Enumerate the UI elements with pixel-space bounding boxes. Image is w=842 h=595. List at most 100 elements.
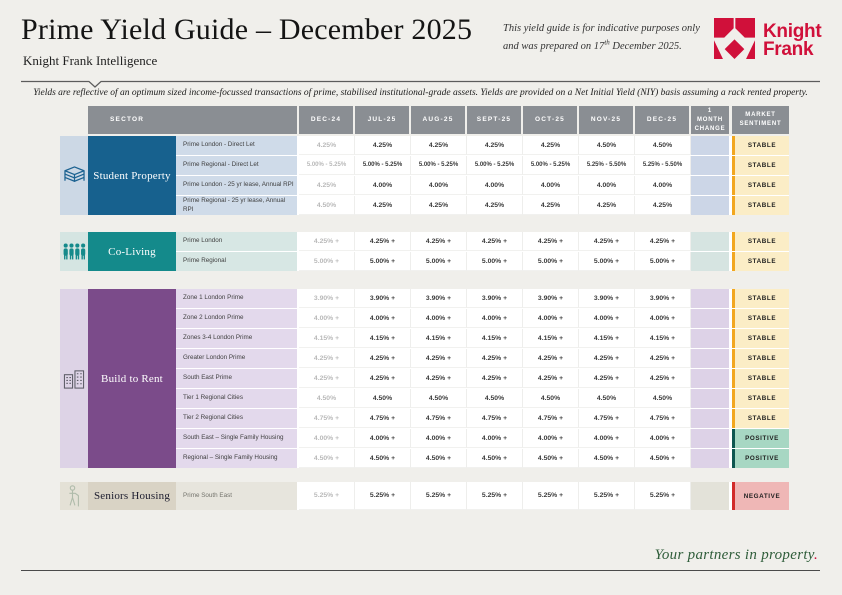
value-cell: 5.00% + [299, 252, 355, 271]
row-label: Zone 2 London Prime [176, 309, 297, 328]
sentiment-badge: STABLE [732, 349, 789, 368]
value-cell: 4.00% + [299, 309, 355, 328]
logo-wordmark: Knight Frank [763, 21, 822, 60]
change-cell [691, 232, 729, 251]
table-row: Prime South East 5.25% +5.25% +5.25% +5.2… [176, 482, 789, 510]
value-cell: 4.00% + [467, 429, 523, 448]
value-cell: 4.25% + [467, 232, 523, 251]
header-divider [21, 80, 820, 88]
value-cell: 4.25% [355, 196, 411, 215]
change-cell [691, 409, 729, 428]
value-cell: 4.25% + [523, 369, 579, 388]
value-cell: 4.25% + [467, 369, 523, 388]
sentiment-badge: STABLE [732, 369, 789, 388]
change-cell [691, 389, 729, 408]
value-cell: 4.00% [467, 176, 523, 195]
value-cell: 3.90% + [579, 289, 635, 308]
sentiment-badge: STABLE [732, 409, 789, 428]
value-cell: 4.00% [579, 176, 635, 195]
value-cell: 4.50% [523, 389, 579, 408]
indicative-note: This yield guide is for indicative purpo… [503, 21, 711, 55]
value-cell: 4.50% [579, 136, 635, 155]
value-cell: 4.15% + [523, 329, 579, 348]
sector-name: Build to Rent [88, 289, 176, 468]
sector-name: Seniors Housing [88, 482, 176, 510]
value-cell: 4.25% + [411, 349, 467, 368]
bottom-rule [21, 570, 820, 571]
section-rows: Prime London - Direct Let 4.25% 4.25% 4.25%… [176, 136, 789, 215]
value-cell: 4.25% [467, 196, 523, 215]
value-cell: 5.00% - 5.25% [523, 156, 579, 175]
sentiment-badge: STABLE [732, 289, 789, 308]
page-title: Prime Yield Guide – December 2025 [21, 13, 473, 46]
row-label: Greater London Prime [176, 349, 297, 368]
sentiment-badge: STABLE [732, 329, 789, 348]
change-cell [691, 329, 729, 348]
sentiment-badge: STABLE [732, 309, 789, 328]
row-label: Prime South East [176, 482, 297, 510]
value-cell: 4.25% + [411, 369, 467, 388]
value-cell: 4.15% + [411, 329, 467, 348]
value-cell: 5.25% - 5.50% [579, 156, 635, 175]
value-cell: 4.25% [635, 196, 691, 215]
value-cell: 3.90% + [467, 289, 523, 308]
value-cell: 4.00% + [579, 309, 635, 328]
column-header-1-month-change: 1 MONTH CHANGE [691, 106, 729, 134]
section-rows: Prime South East 5.25% +5.25% +5.25% +5.2… [176, 482, 789, 510]
value-cell: 4.00% + [523, 309, 579, 328]
change-cell [691, 176, 729, 195]
table-row: South East – Single Family Housing 4.00% … [176, 429, 789, 448]
value-cell: 4.25% [523, 196, 579, 215]
row-label: Prime London [176, 232, 297, 251]
change-cell [691, 349, 729, 368]
value-cell: 4.15% + [635, 329, 691, 348]
row-label: Prime London - Direct Let [176, 136, 297, 155]
column-header-month: JUL-25 [355, 106, 409, 134]
value-cell: 4.50% + [411, 449, 467, 468]
value-cell: 4.25% + [523, 232, 579, 251]
sentiment-badge: STABLE [732, 136, 789, 155]
value-cell: 4.00% + [635, 429, 691, 448]
value-cell: 4.75% + [355, 409, 411, 428]
value-cell: 3.90% + [523, 289, 579, 308]
value-cell: 5.00% + [635, 252, 691, 271]
value-cell: 5.00% + [411, 252, 467, 271]
value-cell: 4.25% + [355, 349, 411, 368]
value-cell: 4.25% + [299, 369, 355, 388]
sector-name: Student Property [88, 136, 176, 215]
section-rows: Zone 1 London Prime 3.90% +3.90% +3.90% +… [176, 289, 789, 468]
change-cell [691, 369, 729, 388]
people-icon [60, 232, 88, 271]
value-cell: 4.50% [299, 389, 355, 408]
value-cell: 4.25% + [411, 232, 467, 251]
buildings-icon [60, 289, 88, 468]
value-cell: 4.25% + [355, 232, 411, 251]
value-cell: 4.25% + [467, 349, 523, 368]
value-cell: 4.75% + [579, 409, 635, 428]
knight-frank-logo: Knight Frank [713, 18, 822, 64]
change-cell [691, 289, 729, 308]
row-label: Prime London - 25 yr lease, Annual RPI [176, 176, 297, 195]
table-header-row: SECTOR DEC-24 JUL-25 AUG-25 SEPT-25 OCT-… [60, 106, 789, 134]
value-cell: 4.25% + [299, 232, 355, 251]
value-cell: 5.25% + [523, 482, 579, 510]
value-cell: 4.25% + [355, 369, 411, 388]
sentiment-badge: STABLE [732, 196, 789, 215]
value-cell: 4.00% + [299, 429, 355, 448]
value-cell: 3.90% + [299, 289, 355, 308]
table-row: Prime Regional - Direct Let 5.00% - 5.25%… [176, 156, 789, 175]
value-cell: 4.25% [579, 196, 635, 215]
value-cell: 4.50% + [355, 449, 411, 468]
table-row: Zone 2 London Prime 4.00% +4.00% +4.00% +… [176, 309, 789, 328]
change-cell [691, 156, 729, 175]
value-cell: 4.00% + [355, 309, 411, 328]
value-cell: 4.25% + [579, 349, 635, 368]
value-cell: 5.25% + [635, 482, 691, 510]
sentiment-badge: STABLE [732, 389, 789, 408]
value-cell: 4.25% + [579, 232, 635, 251]
value-cell: 4.50% [467, 389, 523, 408]
value-cell: 4.25% [411, 196, 467, 215]
column-header-month: SEPT-25 [467, 106, 521, 134]
table-row: Prime London - Direct Let 4.25% 4.25% 4.25%… [176, 136, 789, 155]
value-cell: 5.25% - 5.50% [635, 156, 691, 175]
